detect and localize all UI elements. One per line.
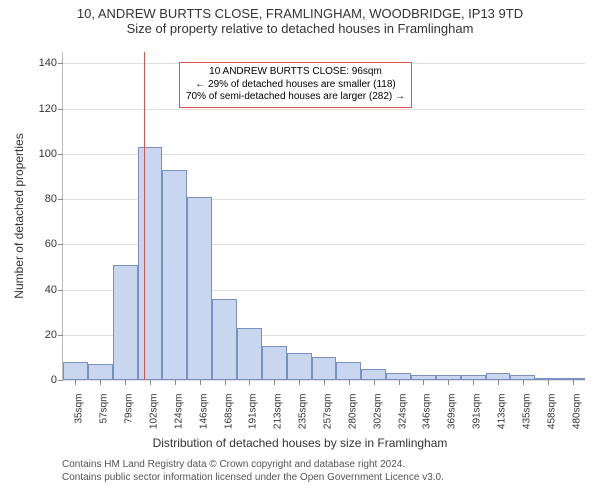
bar — [113, 265, 138, 380]
xtick-label: 480sqm — [571, 394, 582, 430]
bar — [287, 353, 312, 380]
xtick-label: 413sqm — [497, 394, 508, 430]
ytick-label: 80 — [45, 193, 63, 205]
ytick-label: 0 — [51, 374, 63, 386]
xtick-mark — [399, 380, 400, 385]
xtick-mark — [299, 380, 300, 385]
bar — [312, 357, 337, 380]
xtick-label: 257sqm — [323, 394, 334, 430]
xtick-mark — [324, 380, 325, 385]
xtick-label: 280sqm — [347, 394, 358, 430]
xtick-mark — [249, 380, 250, 385]
ytick-label: 120 — [39, 103, 63, 115]
annotation-line: ← 29% of detached houses are smaller (11… — [186, 79, 405, 92]
xtick-label: 57sqm — [99, 394, 110, 424]
ytick-label: 100 — [39, 148, 63, 160]
xtick-label: 168sqm — [223, 394, 234, 430]
xtick-label: 324sqm — [397, 394, 408, 430]
chart-container: 10, ANDREW BURTTS CLOSE, FRAMLINGHAM, WO… — [0, 0, 600, 500]
annotation-line: 70% of semi-detached houses are larger (… — [186, 91, 405, 104]
bar — [336, 362, 361, 380]
xtick-mark — [349, 380, 350, 385]
xtick-label: 435sqm — [521, 394, 532, 430]
grid-line — [63, 109, 585, 110]
xtick-mark — [175, 380, 176, 385]
footer-line-2: Contains public sector information licen… — [62, 471, 444, 484]
title-line-1: 10, ANDREW BURTTS CLOSE, FRAMLINGHAM, WO… — [0, 6, 600, 21]
xtick-label: 346sqm — [422, 394, 433, 430]
bar — [187, 197, 212, 380]
xtick-label: 302sqm — [372, 394, 383, 430]
bar — [63, 362, 88, 380]
x-axis-label: Distribution of detached houses by size … — [0, 436, 600, 450]
xtick-label: 458sqm — [546, 394, 557, 430]
bar — [386, 373, 411, 380]
xtick-mark — [523, 380, 524, 385]
bar — [162, 170, 187, 380]
ytick-label: 140 — [39, 57, 63, 69]
bar — [486, 373, 511, 380]
bar — [88, 364, 113, 380]
xtick-label: 124sqm — [173, 394, 184, 430]
xtick-mark — [125, 380, 126, 385]
xtick-mark — [423, 380, 424, 385]
xtick-mark — [200, 380, 201, 385]
annotation-line: 10 ANDREW BURTTS CLOSE: 96sqm — [186, 66, 405, 79]
xtick-mark — [548, 380, 549, 385]
y-axis-label: Number of detached properties — [12, 133, 26, 298]
bar — [212, 299, 237, 380]
footer-attribution: Contains HM Land Registry data © Crown c… — [62, 458, 444, 484]
xtick-mark — [374, 380, 375, 385]
xtick-mark — [150, 380, 151, 385]
xtick-mark — [274, 380, 275, 385]
xtick-mark — [75, 380, 76, 385]
xtick-label: 191sqm — [248, 394, 259, 430]
xtick-label: 35sqm — [74, 394, 85, 424]
annotation-box: 10 ANDREW BURTTS CLOSE: 96sqm← 29% of de… — [179, 62, 412, 108]
xtick-label: 369sqm — [447, 394, 458, 430]
ytick-label: 40 — [45, 284, 63, 296]
xtick-label: 391sqm — [472, 394, 483, 430]
plot-area: 02040608010012014035sqm57sqm79sqm102sqm1… — [62, 52, 585, 381]
xtick-mark — [448, 380, 449, 385]
title-line-2: Size of property relative to detached ho… — [0, 21, 600, 36]
xtick-mark — [100, 380, 101, 385]
bar — [262, 346, 287, 380]
xtick-label: 102sqm — [149, 394, 160, 430]
bar — [138, 147, 163, 380]
bar — [361, 369, 386, 380]
xtick-mark — [498, 380, 499, 385]
xtick-label: 79sqm — [124, 394, 135, 424]
xtick-label: 213sqm — [273, 394, 284, 430]
xtick-mark — [473, 380, 474, 385]
ytick-label: 20 — [45, 329, 63, 341]
marker-line — [144, 52, 145, 380]
ytick-label: 60 — [45, 238, 63, 250]
footer-line-1: Contains HM Land Registry data © Crown c… — [62, 458, 444, 471]
xtick-label: 146sqm — [198, 394, 209, 430]
bar — [237, 328, 262, 380]
xtick-mark — [573, 380, 574, 385]
xtick-mark — [225, 380, 226, 385]
xtick-label: 235sqm — [298, 394, 309, 430]
